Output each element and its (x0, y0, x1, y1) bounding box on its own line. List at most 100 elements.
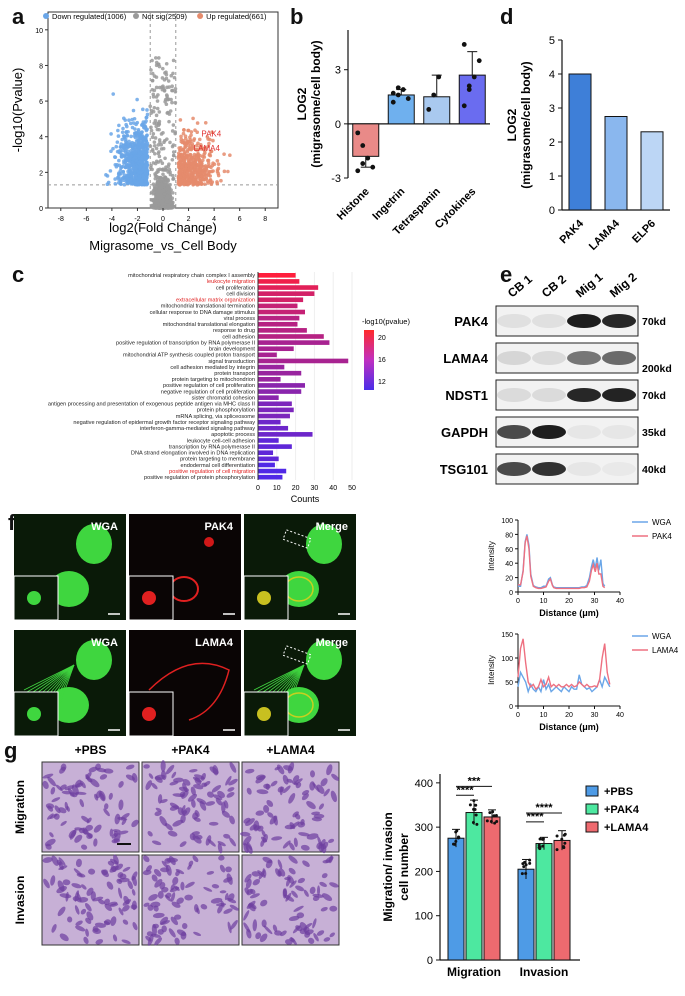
data-point (145, 108, 149, 112)
data-point (167, 79, 171, 83)
data-point (160, 147, 164, 151)
data-point (203, 182, 207, 186)
data-point (186, 140, 190, 144)
data-point (182, 182, 186, 186)
data-point (189, 133, 193, 137)
data-point (126, 130, 130, 134)
bar (258, 328, 307, 333)
x-tick-label: 20 (565, 712, 573, 719)
data-point (170, 89, 174, 93)
blot-band (602, 314, 636, 328)
data-point (136, 181, 140, 185)
data-point (116, 129, 120, 133)
data-point (149, 68, 153, 72)
bar (554, 840, 570, 960)
data-point (560, 838, 563, 841)
x-tick-label: 10 (273, 485, 281, 492)
term-label: sister chromatid cohesion (192, 395, 255, 401)
data-point (152, 132, 156, 136)
lane-label: Mig 2 (607, 270, 640, 301)
bar (258, 297, 303, 302)
data-point (474, 804, 477, 807)
inset-vesicle (257, 591, 271, 605)
data-point (187, 182, 191, 186)
data-point (107, 181, 111, 185)
data-point (149, 126, 153, 130)
data-point (160, 195, 164, 199)
y-axis-label: Intensity (487, 655, 496, 685)
y-tick-label: 2 (549, 137, 555, 149)
data-point (192, 158, 196, 162)
legend-label: Not sig(2509) (142, 12, 188, 21)
data-point (556, 848, 559, 851)
bar (258, 371, 301, 376)
series-line (518, 672, 610, 691)
data-point (163, 78, 167, 82)
gene-annotation: PAK4 (201, 130, 221, 139)
data-point (197, 162, 201, 166)
fluorescence-images: WGA PAK4 MergeWGA LAMA4 Merge (0, 510, 480, 738)
term-label: cell division (226, 291, 255, 297)
data-point (187, 129, 191, 133)
data-point (123, 183, 127, 187)
data-point (486, 819, 489, 822)
bar (448, 838, 464, 960)
bar (258, 291, 314, 296)
data-point (172, 154, 176, 158)
data-point (179, 146, 183, 150)
y-tick-label: 40 (505, 561, 513, 568)
data-point (152, 161, 156, 165)
data-point (184, 137, 188, 141)
data-point (217, 167, 221, 171)
channel-label: WGA (91, 521, 118, 533)
data-point (495, 814, 498, 817)
protein-label: NDST1 (445, 388, 488, 403)
data-point (115, 165, 119, 169)
data-point (156, 107, 160, 111)
data-point (132, 109, 136, 113)
legend-swatch (586, 804, 598, 814)
data-point (114, 155, 118, 159)
data-point (154, 187, 158, 191)
data-point (133, 156, 137, 160)
y-axis-label: (migrasome/cell body) (309, 40, 323, 167)
data-point (127, 118, 131, 122)
data-point (495, 820, 498, 823)
data-point (152, 110, 156, 114)
term-label: cellular response to DNA damage stimulus (150, 310, 256, 316)
data-point (133, 127, 137, 131)
transwell-images: +PBS +PAK4 +LAMA4 Migration Invasion (0, 738, 370, 996)
y-tick-label: 20 (505, 576, 513, 583)
data-point (541, 838, 544, 841)
data-point (541, 845, 544, 848)
data-point (201, 168, 205, 172)
data-point (150, 59, 154, 63)
data-point (122, 117, 126, 121)
data-point (119, 169, 123, 173)
lane-label: CB 1 (505, 272, 535, 301)
y-tick-label: 4 (39, 135, 43, 142)
x-tick-label: 20 (292, 485, 300, 492)
data-point (179, 169, 183, 173)
data-point (179, 175, 183, 179)
data-point (204, 121, 208, 125)
data-point (172, 59, 176, 63)
data-point (139, 160, 143, 164)
chart-subtitle: Migrasome_vs_Cell Body (89, 238, 237, 253)
bar (258, 426, 288, 431)
data-point (182, 128, 186, 132)
bar (258, 438, 279, 443)
data-point (431, 93, 436, 98)
data-point (173, 132, 177, 136)
data-point (134, 136, 138, 140)
y-tick-label: -3 (331, 173, 341, 185)
y-tick-label: 60 (505, 547, 513, 554)
data-point (169, 74, 173, 78)
significance-label: *** (468, 775, 482, 787)
blot-band (497, 425, 531, 439)
lane-label: Mig 1 (573, 270, 606, 301)
data-point (121, 149, 125, 153)
y-axis-label: -log10(Pvalue) (10, 68, 25, 153)
data-point (161, 67, 165, 71)
bar (459, 75, 485, 124)
